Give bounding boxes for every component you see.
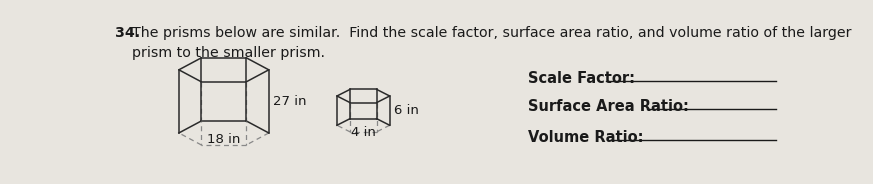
Text: 34.: 34.: [115, 26, 141, 40]
Text: 27 in: 27 in: [272, 95, 306, 108]
Text: 6 in: 6 in: [394, 104, 418, 117]
Text: Surface Area Ratio:: Surface Area Ratio:: [527, 99, 689, 114]
Text: 18 in: 18 in: [207, 133, 241, 146]
Text: The prisms below are similar.  Find the scale factor, surface area ratio, and vo: The prisms below are similar. Find the s…: [133, 26, 852, 60]
Text: Scale Factor:: Scale Factor:: [527, 71, 635, 86]
Text: Volume Ratio:: Volume Ratio:: [527, 130, 643, 145]
Text: 4 in: 4 in: [351, 126, 375, 139]
